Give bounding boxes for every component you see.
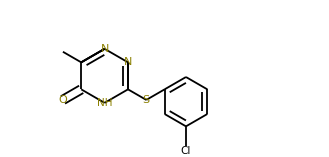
Text: NH: NH — [97, 98, 113, 108]
Text: Cl: Cl — [181, 146, 191, 156]
Text: S: S — [143, 95, 150, 105]
Text: N: N — [124, 57, 132, 67]
Text: O: O — [59, 95, 67, 105]
Text: N: N — [100, 44, 109, 54]
